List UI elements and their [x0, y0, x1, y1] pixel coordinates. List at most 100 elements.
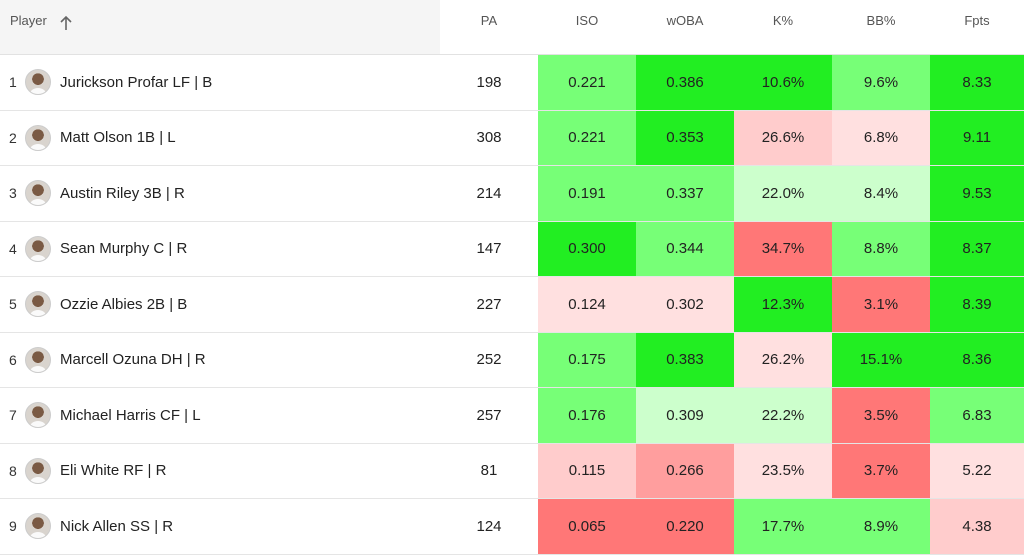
fpts-cell: 8.37	[930, 221, 1024, 276]
table-row[interactable]: 9 Nick Allen SS | R 124 0.065 0.220 17.7% 8.9%…	[0, 499, 1024, 555]
bb-pct-cell: 15.1%	[832, 332, 930, 387]
bb-pct-cell: 3.1%	[832, 277, 930, 332]
bb-pct-cell: 3.7%	[832, 443, 930, 498]
iso-cell: 0.124	[538, 277, 636, 332]
table-row[interactable]: 5 Ozzie Albies 2B | B 227 0.124 0.302 12.3% 3.…	[0, 277, 1024, 333]
player-name[interactable]: Michael Harris CF | L	[60, 406, 201, 424]
player-cell[interactable]: 7 Michael Harris CF | L	[0, 388, 440, 443]
rank-number: 7	[9, 407, 17, 424]
player-name[interactable]: Matt Olson 1B | L	[60, 129, 176, 147]
player-column-header[interactable]: Player	[0, 0, 440, 54]
player-cell[interactable]: 4 Sean Murphy C | R	[0, 222, 440, 277]
k-pct-cell: 26.6%	[734, 110, 832, 165]
player-name[interactable]: Marcell Ozuna DH | R	[60, 351, 206, 369]
table-row[interactable]: 7 Michael Harris CF | L 257 0.176 0.309 22.2%…	[0, 388, 1024, 444]
iso-cell: 0.175	[538, 332, 636, 387]
player-avatar	[25, 124, 51, 151]
pa-cell: 308	[476, 129, 502, 147]
k-pct-column-header[interactable]: K%	[734, 0, 832, 54]
fpts-cell: 4.38	[930, 499, 1024, 554]
player-cell[interactable]: 9 Nick Allen SS | R	[0, 499, 440, 554]
k-pct-cell: 22.2%	[734, 388, 832, 443]
player-name[interactable]: Ozzie Albies 2B | B	[60, 295, 188, 313]
player-name[interactable]: Jurickson Profar LF | B	[60, 73, 213, 91]
woba-cell: 0.266	[636, 443, 734, 498]
iso-header-label: ISO	[575, 13, 599, 28]
player-name[interactable]: Sean Murphy C | R	[60, 240, 188, 258]
iso-column-header[interactable]: ISO	[538, 0, 636, 54]
player-name[interactable]: Nick Allen SS | R	[60, 517, 174, 535]
player-cell[interactable]: 5 Ozzie Albies 2B | B	[0, 277, 440, 332]
bb-pct-header-label: BB%	[866, 13, 896, 28]
pa-cell: 81	[480, 462, 498, 480]
iso-cell: 0.065	[538, 499, 636, 554]
pa-cell: 124	[476, 517, 502, 535]
table-row[interactable]: 8 Eli White RF | R 81 0.115 0.266 23.5% 3.7% 5.…	[0, 443, 1024, 499]
woba-cell: 0.386	[636, 55, 734, 110]
woba-cell: 0.302	[636, 277, 734, 332]
iso-cell: 0.221	[538, 110, 636, 165]
k-pct-cell: 12.3%	[734, 277, 832, 332]
fpts-header-label: Fpts	[964, 13, 990, 28]
pa-cell: 227	[476, 295, 502, 313]
player-name[interactable]: Eli White RF | R	[60, 462, 167, 480]
table-body: 1 Jurickson Profar LF | B 1 9 8 0.221 0.386 10.…	[0, 55, 1024, 555]
k-pct-cell: 22.0%	[734, 166, 832, 221]
woba-cell: 0.344	[636, 221, 734, 276]
player-avatar	[25, 69, 51, 96]
table-row[interactable]: 6 Marcell Ozuna DH | R 252 0.175 0.383 26.2% 1…	[0, 332, 1024, 388]
woba-cell: 0.383	[636, 332, 734, 387]
k-pct-cell: 10.6%	[734, 55, 832, 110]
woba-cell: 0.309	[636, 388, 734, 443]
woba-cell: 0.353	[636, 110, 734, 165]
player-avatar	[25, 402, 51, 429]
k-pct-cell: 17.7%	[734, 499, 832, 554]
fpts-column-header[interactable]: Fpts	[930, 0, 1024, 54]
pa-column-header[interactable]: PA	[440, 0, 538, 54]
player-avatar	[25, 457, 51, 484]
woba-cell: 0.220	[636, 499, 734, 554]
iso-cell: 0.176	[538, 388, 636, 443]
player-avatar	[25, 235, 51, 262]
pa-cell: 214	[476, 184, 502, 202]
player-cell[interactable]: 1 Jurickson Profar LF | B	[0, 55, 440, 110]
table-header: Player PA ISO wOBA K% BB% Fpts	[0, 0, 1024, 55]
rank-number: 8	[9, 462, 17, 479]
bb-pct-cell: 3.5%	[832, 388, 930, 443]
bb-pct-cell: 8.4%	[832, 166, 930, 221]
woba-column-header[interactable]: wOBA	[636, 0, 734, 54]
player-header-label: Player	[10, 13, 47, 28]
player-cell[interactable]: 3 Austin Riley 3B | R	[0, 166, 440, 221]
table-row[interactable]: 1 Jurickson Profar LF | B 198 0.221 0.386 10.…	[0, 55, 1024, 111]
fpts-cell: 8.33	[930, 55, 1024, 110]
iso-cell: 0.300	[538, 221, 636, 276]
pa-cell: 147	[476, 240, 502, 258]
woba-header-label: wOBA	[666, 13, 704, 28]
fpts-cell: 8.36	[930, 332, 1024, 387]
player-cell[interactable]: 6 Marcell Ozuna DH | R	[0, 333, 440, 388]
k-pct-header-label: K%	[772, 13, 794, 28]
bb-pct-column-header[interactable]: BB%	[832, 0, 930, 54]
iso-cell: 0.115	[538, 443, 636, 498]
fpts-cell: 5.22	[930, 443, 1024, 498]
arrow-up-icon[interactable]	[59, 15, 73, 34]
pa-header-label: PA	[480, 13, 498, 28]
table-row[interactable]: 2 Matt Olson 1B | L 308 0.221 0.353 26.6% 6.8%…	[0, 110, 1024, 166]
fpts-cell: 6.83	[930, 388, 1024, 443]
player-cell[interactable]: 2 Matt Olson 1B | L	[0, 111, 440, 166]
player-avatar	[25, 346, 51, 373]
player-avatar	[25, 291, 51, 318]
k-pct-cell: 34.7%	[734, 221, 832, 276]
rank-number: 9	[9, 518, 17, 535]
player-name[interactable]: Austin Riley 3B | R	[60, 184, 185, 202]
bb-pct-cell: 8.8%	[832, 221, 930, 276]
table-row[interactable]: 3 Austin Riley 3B | R 214 0.191 0.337 22.0% 8.…	[0, 166, 1024, 222]
rank-number: 1	[9, 74, 17, 91]
player-cell[interactable]: 8 Eli White RF | R	[0, 444, 440, 499]
table-row[interactable]: 4 Sean Murphy C | R 147 0.300 0.344 34.7% 8.8%…	[0, 221, 1024, 277]
rank-number: 3	[9, 185, 17, 202]
fpts-cell: 9.53	[930, 166, 1024, 221]
rank-number: 6	[9, 351, 17, 368]
rank-number: 2	[9, 129, 17, 146]
